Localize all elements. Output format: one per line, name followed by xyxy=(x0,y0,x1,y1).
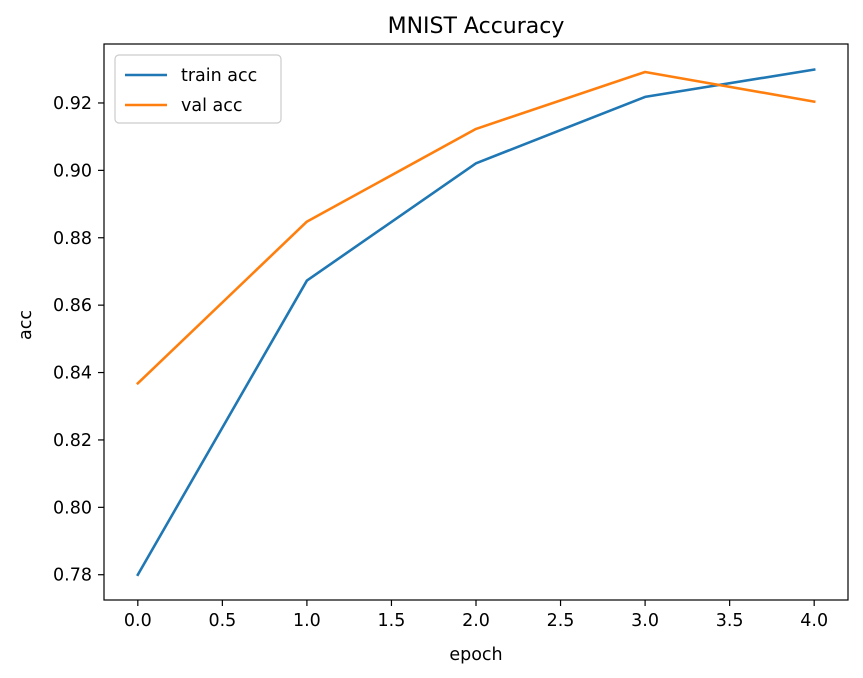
legend-label: val acc xyxy=(181,96,242,116)
series-line-train-acc xyxy=(136,68,816,577)
y-tick-label: 0.90 xyxy=(53,161,92,181)
y-tick-label: 0.78 xyxy=(53,566,92,586)
x-tick-label: 1.0 xyxy=(293,611,321,631)
x-tick-label: 4.0 xyxy=(800,611,828,631)
x-tick-label: 0.0 xyxy=(124,611,152,631)
y-tick-label: 0.92 xyxy=(53,94,92,114)
y-axis-label: acc xyxy=(16,310,36,340)
y-axis-ticks: 0.78 0.80 0.82 0.84 0.86 0.88 0.90 0.92 xyxy=(53,94,104,586)
x-tick-label: 3.5 xyxy=(716,611,744,631)
y-tick-label: 0.88 xyxy=(53,229,92,249)
series-lines xyxy=(135,68,816,577)
x-axis-label: epoch xyxy=(449,645,502,665)
y-tick-label: 0.80 xyxy=(53,498,92,518)
x-tick-label: 3.0 xyxy=(631,611,659,631)
y-tick-label: 0.82 xyxy=(53,431,92,451)
y-tick-label: 0.86 xyxy=(53,296,92,316)
chart-title: MNIST Accuracy xyxy=(388,14,565,39)
series-line-val-acc xyxy=(135,70,816,386)
x-axis-ticks: 0.0 0.5 1.0 1.5 2.0 2.5 3.0 3.5 4.0 xyxy=(124,600,828,631)
x-tick-label: 2.5 xyxy=(547,611,575,631)
legend-label: train acc xyxy=(181,66,257,86)
legend: train acc val acc xyxy=(114,54,282,124)
x-tick-label: 2.0 xyxy=(462,611,490,631)
x-tick-label: 1.5 xyxy=(378,611,406,631)
y-tick-label: 0.84 xyxy=(53,364,92,384)
plot-area-frame xyxy=(103,43,849,601)
x-tick-label: 0.5 xyxy=(208,611,236,631)
